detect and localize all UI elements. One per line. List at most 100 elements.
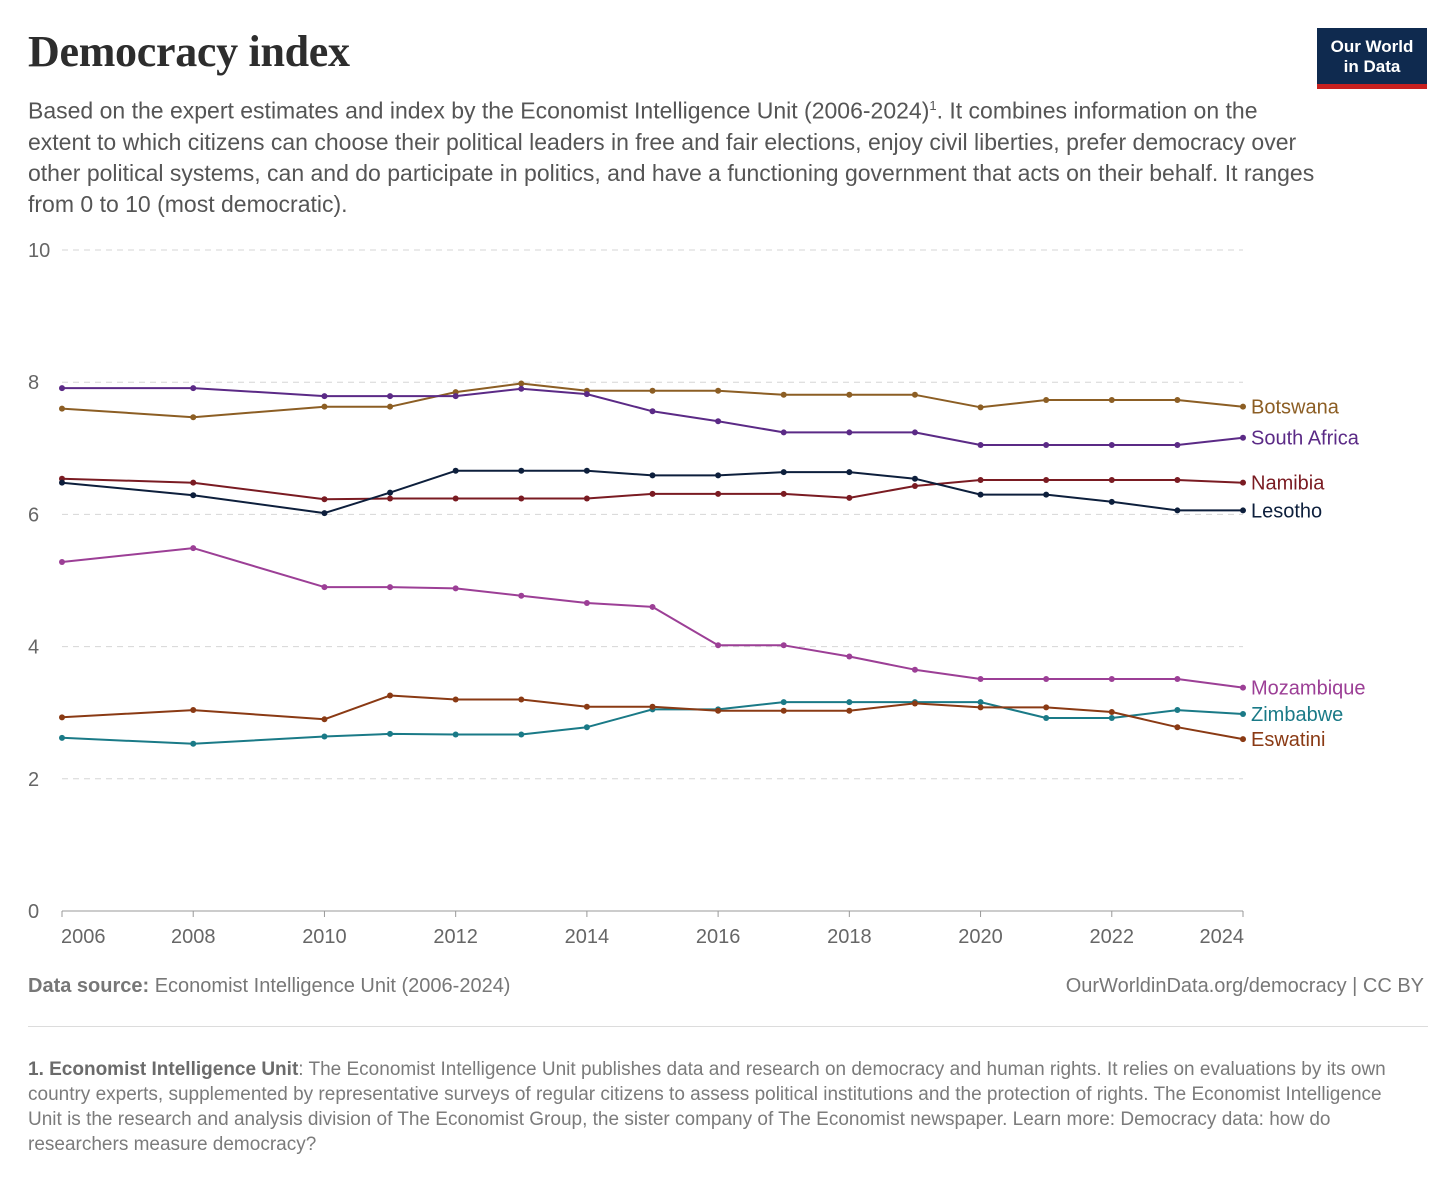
data-point (649, 490, 656, 497)
data-point (452, 495, 459, 502)
data-point (190, 492, 197, 499)
series-line (61, 547, 1244, 689)
x-tick-label: 2020 (958, 926, 1003, 948)
data-point (1240, 711, 1246, 718)
data-point (977, 704, 984, 711)
series-line (62, 387, 1244, 446)
x-tick-label: 2024 (1200, 926, 1245, 948)
chart-title: Democracy index (28, 27, 350, 76)
data-point (59, 405, 65, 412)
data-point (583, 599, 590, 606)
x-tick-label: 2010 (302, 926, 347, 948)
data-source-label: Data source: (28, 975, 150, 997)
data-point (321, 393, 328, 400)
data-point (911, 429, 918, 436)
data-source: Data source: Economist Intelligence Unit… (28, 975, 510, 998)
y-tick-label: 0 (28, 901, 39, 923)
data-point (715, 418, 722, 425)
our-world-in-data-logo[interactable]: Our World in Data (1317, 28, 1427, 89)
data-point (1240, 507, 1246, 514)
data-point (1043, 714, 1050, 721)
footnote: 1. Economist Intelligence Unit: The Econ… (28, 1057, 1408, 1157)
x-tick-label: 2018 (827, 926, 872, 948)
data-point (1108, 441, 1115, 448)
data-point (190, 707, 197, 714)
logo-line-2: in Data (1343, 57, 1401, 76)
data-point (977, 404, 984, 411)
source-url[interactable]: OurWorldinData.org/democracy | CC BY (1065, 975, 1424, 997)
data-point (846, 653, 853, 660)
data-point (977, 491, 984, 498)
data-point (1174, 675, 1181, 682)
data-point (518, 592, 525, 599)
data-point (1043, 397, 1050, 404)
data-point (1174, 441, 1181, 448)
data-point (190, 545, 197, 552)
y-tick-label: 2 (28, 769, 39, 791)
data-point (1043, 441, 1050, 448)
series-mozambique: Mozambique (59, 545, 1366, 700)
series-lesotho: Lesotho (59, 467, 1322, 522)
series-label: Mozambique (1251, 678, 1366, 700)
series-label: Eswatini (1251, 729, 1325, 751)
series-zimbabwe: Zimbabwe (59, 699, 1343, 747)
data-point (715, 490, 722, 497)
data-point (780, 699, 787, 706)
data-point (1174, 707, 1181, 714)
data-point (452, 731, 459, 738)
data-source-text[interactable]: Economist Intelligence Unit (2006-2024) (154, 975, 511, 997)
data-point (780, 391, 787, 398)
data-point (911, 482, 918, 489)
data-point (1108, 675, 1115, 682)
data-point (387, 495, 394, 502)
x-tick-label: 2016 (696, 926, 741, 948)
data-point (1174, 724, 1181, 731)
data-point (911, 700, 918, 707)
data-point (780, 490, 787, 497)
subtitle-text-rest: . It combines information on the extent … (28, 97, 1315, 217)
data-point (649, 703, 656, 710)
series-eswatini: Eswatini (59, 692, 1325, 751)
subtitle-text: Based on the expert estimates and index … (28, 97, 930, 124)
data-point (846, 429, 853, 436)
data-point (780, 707, 787, 714)
data-point (583, 724, 590, 731)
data-point (1240, 403, 1246, 410)
data-point (387, 730, 394, 737)
data-point (649, 472, 656, 479)
data-point (649, 387, 656, 394)
data-point (321, 403, 328, 410)
data-point (387, 584, 394, 591)
data-point (846, 391, 853, 398)
data-point (583, 495, 590, 502)
data-point (518, 467, 525, 474)
data-point (59, 385, 65, 392)
data-point (518, 696, 525, 703)
data-point (190, 385, 197, 392)
data-point (1043, 477, 1050, 484)
data-point (59, 479, 65, 486)
series-label: Lesotho (1251, 500, 1322, 522)
data-point (911, 475, 918, 482)
footnote-ref[interactable]: 1 (929, 98, 937, 113)
data-point (846, 699, 853, 706)
footer-divider (28, 1026, 1428, 1027)
y-tick-label: 4 (28, 637, 39, 659)
series-namibia: Namibia (59, 473, 1325, 503)
data-point (1174, 477, 1181, 484)
data-point (1174, 397, 1181, 404)
data-point (190, 740, 197, 747)
series-south-africa: South Africa (59, 385, 1360, 450)
data-point (846, 707, 853, 714)
data-point (977, 699, 984, 706)
y-tick-label: 10 (28, 240, 50, 262)
data-point (583, 391, 590, 398)
data-point (1174, 507, 1181, 514)
data-point (846, 494, 853, 501)
data-point (321, 584, 328, 591)
data-point (387, 403, 394, 410)
data-point (583, 703, 590, 710)
data-point (715, 387, 722, 394)
data-point (518, 385, 525, 392)
x-tick-label: 2006 (61, 926, 106, 948)
